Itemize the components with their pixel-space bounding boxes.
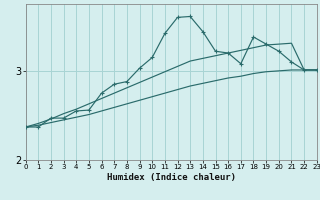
X-axis label: Humidex (Indice chaleur): Humidex (Indice chaleur) — [107, 173, 236, 182]
